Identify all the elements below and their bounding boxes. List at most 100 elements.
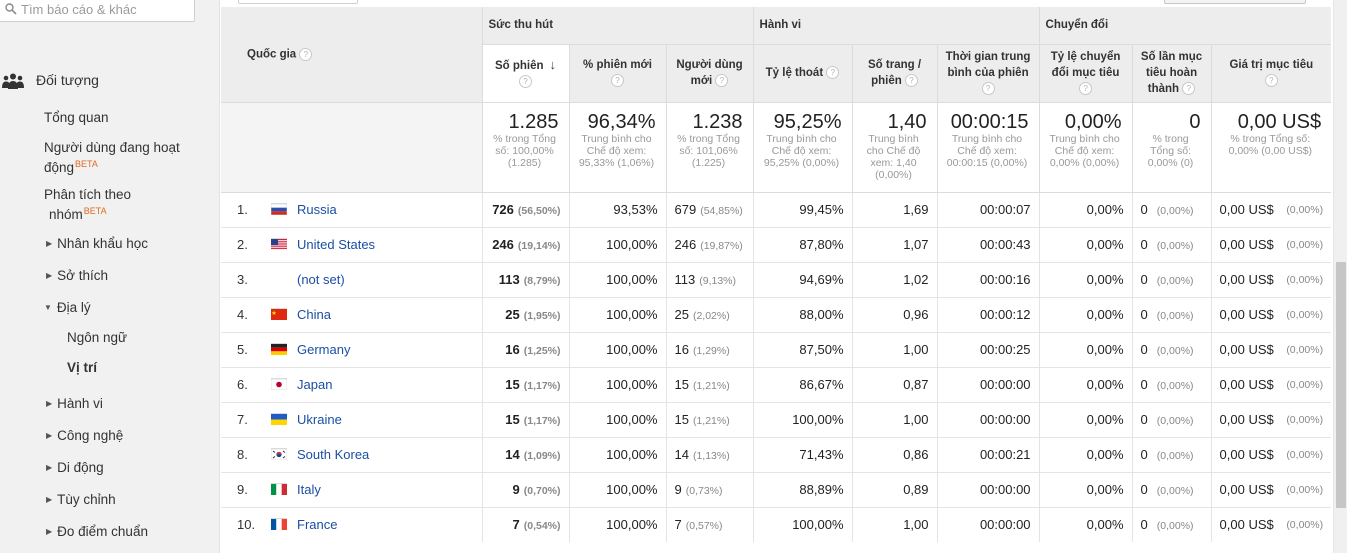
sidebar-item-label: Người dùng đang hoạt: [44, 140, 180, 155]
sessions-pct: (1,09%): [523, 450, 561, 462]
column-header-goal-conversion-rate[interactable]: Tỷ lệ chuyển đổi mục tiêu ?: [1038, 44, 1133, 102]
top-control[interactable]: [1164, 0, 1306, 4]
help-icon[interactable]: ?: [826, 66, 840, 80]
sidebar-item-demographics[interactable]: ▶ Nhân khẩu học: [46, 236, 148, 252]
help-icon[interactable]: ?: [299, 47, 313, 61]
sidebar-item-interests[interactable]: ▶ Sở thích: [46, 268, 108, 284]
help-icon[interactable]: ?: [611, 74, 624, 88]
country-link[interactable]: (not set): [297, 272, 345, 287]
cell-new-sessions-pct: 100,00%: [568, 296, 666, 332]
sidebar-item-custom[interactable]: ▶ Tùy chỉnh: [46, 492, 116, 508]
report-table: Quốc gia ? Sức thu hút Hành vi Chuyển đổ…: [221, 7, 1332, 542]
search-icon: [5, 3, 17, 15]
sessions-value: 113: [498, 272, 520, 287]
cell-new-sessions-pct: 93,53%: [568, 191, 666, 227]
column-header-label: Số phiên: [494, 59, 544, 72]
country-link[interactable]: Ukraine: [297, 412, 342, 427]
table-body: 1. Russia 726 (56,50%) 93,53% 679 (54,85%) 99,4…: [221, 191, 1332, 542]
audience-section[interactable]: Đối tượng: [0, 68, 220, 94]
china-flag-icon: [271, 308, 287, 320]
total-conv-rate: 0,00% Trung bình cho Chế độ xem: 0,00% (0,0…: [1038, 101, 1133, 193]
sidebar-item-geo[interactable]: ▼ Địa lý: [44, 300, 91, 316]
column-header-sessions[interactable]: Số phiên ↓ ?: [481, 44, 569, 102]
cell-country: 10. France: [221, 506, 482, 542]
country-link[interactable]: United States: [297, 237, 376, 252]
total-value: 1.238: [692, 110, 743, 133]
table-row: 3. (not set) 113 (8,79%) 100,00% 113 (9,13%) 94…: [221, 261, 1332, 297]
group-header-label: Sức thu hút: [488, 19, 554, 31]
column-header-country[interactable]: Quốc gia ?: [221, 7, 482, 103]
column-header-new-sessions-pct[interactable]: % phiên mới ?: [568, 44, 666, 102]
goal-completions-pct: (0,00%): [1156, 205, 1194, 217]
column-header-pages-per-session[interactable]: Số trang / phiên ?: [851, 44, 938, 102]
sidebar-item-active-users[interactable]: Người dùng đang hoạt độngBETA: [44, 140, 214, 176]
sidebar-item-label-line2: động: [44, 160, 75, 175]
cell-country: 2. United States: [221, 226, 482, 262]
scrollbar[interactable]: [1333, 0, 1347, 553]
people-icon: [2, 73, 24, 89]
country-link[interactable]: Russia: [297, 202, 337, 217]
country-link[interactable]: China: [297, 307, 331, 322]
cell-goal-completions: 0 (0,00%): [1131, 331, 1212, 367]
column-header-label-line2: tiêu hoàn: [1145, 67, 1198, 79]
total-goal-compl: 0% trong Tổng số: 0,00% (0): [1131, 101, 1212, 193]
search-input[interactable]: [21, 0, 186, 19]
cell-avg-duration: 00:00:00: [936, 366, 1040, 402]
cell-country: 8. South Korea: [221, 436, 482, 472]
sidebar-item-language[interactable]: Ngôn ngữ: [67, 330, 127, 346]
cell-bounce-rate: 88,00%: [752, 296, 853, 332]
sidebar-item-overview[interactable]: Tổng quan: [44, 110, 109, 126]
sidebar-item-behavior[interactable]: ▶ Hành vi: [46, 396, 103, 412]
sort-desc-icon[interactable]: ↓: [549, 56, 557, 72]
help-icon[interactable]: ?: [715, 74, 729, 88]
new-users-pct: (1,13%): [692, 450, 730, 462]
total-subtext: Trung bình cho: [581, 132, 652, 145]
group-header-acquisition: Sức thu hút: [481, 7, 754, 45]
column-header-new-users[interactable]: Người dùng mới ?: [665, 44, 754, 102]
country-link[interactable]: Germany: [297, 342, 351, 357]
table-row: 8. South Korea 14 (1,09%) 100,00% 14 (1,13%) 71…: [221, 436, 1332, 472]
help-icon[interactable]: ?: [1264, 74, 1278, 88]
country-link[interactable]: Japan: [297, 377, 333, 392]
cell-goal-completions: 0 (0,00%): [1131, 366, 1212, 402]
scrollbar-thumb[interactable]: [1336, 262, 1346, 508]
italy-flag-icon: [271, 483, 287, 495]
column-header-bounce-rate[interactable]: Tỷ lệ thoát ?: [752, 44, 853, 102]
help-icon[interactable]: ?: [519, 74, 532, 88]
help-icon[interactable]: ?: [1182, 82, 1196, 96]
help-icon[interactable]: ?: [981, 82, 995, 96]
sidebar-item-mobile[interactable]: ▶ Di động: [46, 460, 104, 476]
top-control[interactable]: [238, 0, 358, 4]
help-icon[interactable]: ?: [904, 74, 918, 88]
duration-value: 00:00:07: [979, 202, 1031, 217]
sidebar-item-cohort-analysis[interactable]: Phân tích theo nhómBETA: [44, 187, 214, 223]
column-header-goal-value[interactable]: Giá trị mục tiêu ?: [1210, 44, 1332, 102]
goal-completions-pct: (0,00%): [1156, 485, 1194, 497]
column-header-goal-completions[interactable]: Số lần mục tiêu hoàn thành ?: [1131, 44, 1212, 102]
goal-value: 0,00 US$: [1219, 517, 1274, 533]
cell-new-sessions-pct: 100,00%: [568, 471, 666, 507]
cell-goal-value: 0,00 US$ (0,00%): [1210, 261, 1332, 297]
country-link[interactable]: Italy: [297, 482, 321, 497]
total-subtext: Chế độ xem:: [957, 144, 1017, 157]
country-link[interactable]: South Korea: [297, 447, 370, 462]
goal-value-pct: (0,00%): [1286, 518, 1324, 531]
help-icon[interactable]: ?: [1079, 82, 1093, 96]
row-index: 1.: [237, 202, 248, 217]
search-box[interactable]: [0, 0, 195, 22]
russia-flag-icon: [270, 203, 288, 216]
cell-avg-duration: 00:00:12: [936, 296, 1040, 332]
country-link[interactable]: France: [297, 517, 338, 533]
cell-avg-duration: 00:00:43: [936, 226, 1040, 262]
column-header-avg-session-duration[interactable]: Thời gian trung bình của phiên ?: [936, 44, 1040, 102]
row-index: 2.: [237, 237, 248, 252]
new-sessions-pct-value: 93,53%: [613, 202, 658, 217]
sidebar-item-location[interactable]: Vị trí: [67, 360, 97, 376]
table-row: 6. Japan 15 (1,17%) 100,00% 15 (1,21%) 86,67% 0,…: [221, 366, 1332, 402]
sidebar-item-benchmarking[interactable]: ▶ Đo điểm chuẩn: [46, 524, 148, 540]
total-subtext: Trung bình cho: [951, 132, 1023, 145]
sidebar-item-technology[interactable]: ▶ Công nghệ: [46, 428, 123, 444]
sidebar-item-label: Sở thích: [57, 268, 109, 283]
group-header-label: Chuyển đổi: [1045, 19, 1109, 31]
total-value: 0,00 US$: [1237, 110, 1322, 133]
